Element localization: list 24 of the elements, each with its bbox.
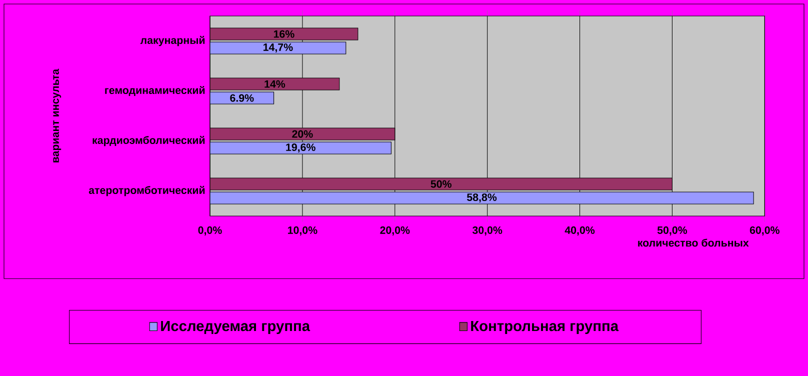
legend-label: Контрольная группа	[471, 320, 619, 334]
y-axis-title: вариант инсульта	[53, 68, 62, 162]
data-label: 50%	[430, 180, 452, 188]
data-label: 58,8%	[466, 193, 497, 203]
x-tick-label: 20,0%	[380, 226, 410, 236]
data-label: 20%	[292, 130, 313, 138]
x-tick-label: 30,0%	[472, 226, 502, 236]
data-label: 16%	[274, 30, 294, 38]
x-tick-label: 0,0%	[198, 226, 222, 236]
data-label: 14,7%	[263, 43, 293, 53]
y-tick-label: лакунарный	[140, 36, 205, 46]
bar	[210, 178, 672, 190]
x-tick-label: 10,0%	[288, 226, 318, 236]
y-tick-label: кардиоэмболический	[92, 136, 205, 146]
x-tick-label: 50,0%	[657, 226, 688, 236]
x-axis-title: количество больных	[638, 238, 749, 247]
x-tick-label: 60,0%	[750, 226, 780, 236]
y-tick-label: гемодинамический	[105, 86, 205, 96]
data-label: 14%	[264, 80, 286, 88]
x-tick-label: 40,0%	[564, 226, 595, 236]
data-label: 19,6%	[286, 143, 316, 153]
y-tick-label: атеротромботический	[88, 186, 205, 196]
legend-label: Исследуемая группа	[161, 320, 310, 334]
data-label: 6.9%	[230, 94, 254, 102]
